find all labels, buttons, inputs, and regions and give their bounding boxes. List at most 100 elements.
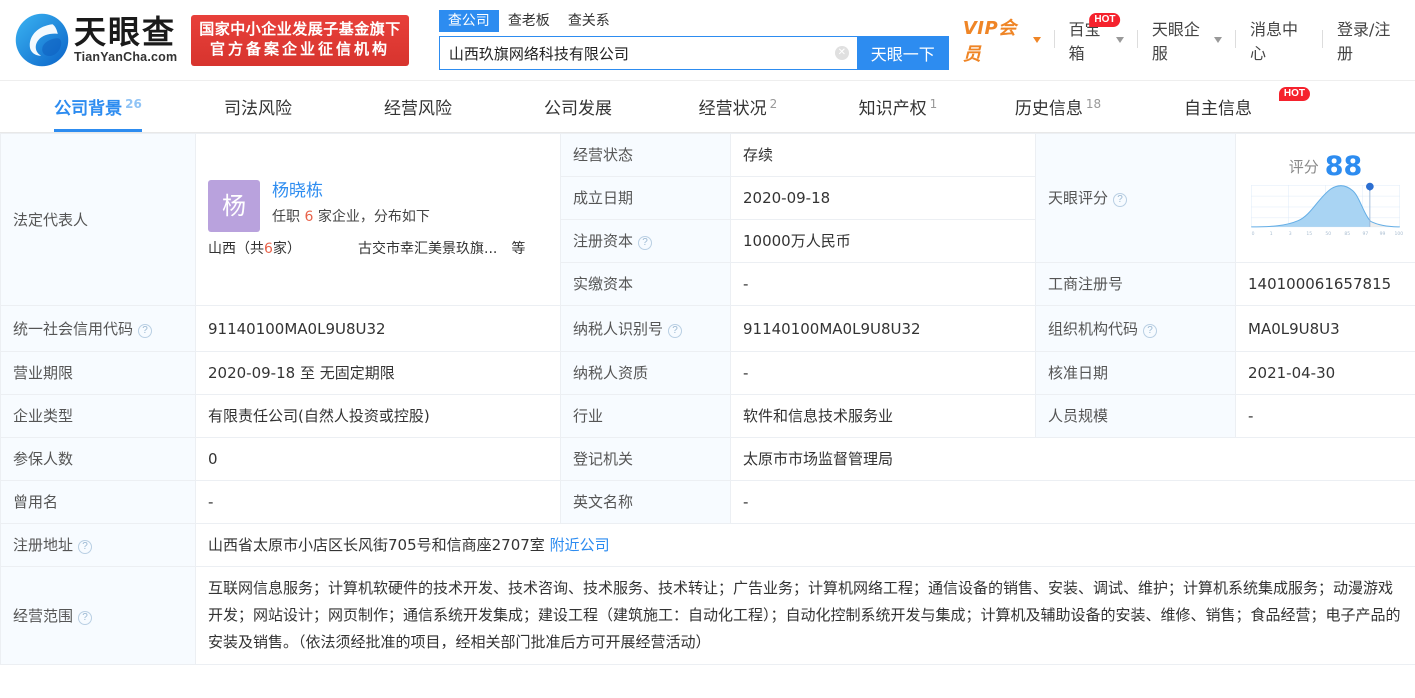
- tab-history-info[interactable]: 历史信息 18: [978, 81, 1138, 132]
- search-tabs: 查公司 查老板 查关系: [438, 10, 949, 32]
- legal-rep-province-count: 6: [264, 240, 273, 257]
- cell-business-term-label: 营业期限: [0, 351, 196, 395]
- svg-text:97: 97: [1362, 231, 1368, 237]
- legal-rep-company-name[interactable]: 古交市幸汇美景玖旗...: [358, 240, 498, 257]
- legal-rep-summary-prefix: 任职: [272, 208, 300, 225]
- cell-industry-label: 行业: [560, 394, 731, 438]
- cell-approval-date-value: 2021-04-30: [1235, 351, 1415, 395]
- search-input-wrap: ✕: [438, 36, 857, 70]
- help-icon[interactable]: ?: [1113, 193, 1128, 207]
- search-tab-relation[interactable]: 查关系: [567, 12, 610, 28]
- cell-business-scope-label: 经营范围?: [0, 566, 196, 665]
- score-header: 评分 88: [1244, 153, 1407, 180]
- tab-business-status[interactable]: 经营状况 2: [658, 81, 818, 132]
- tab-history-info-label: 历史信息: [1014, 99, 1083, 119]
- legal-rep-name[interactable]: 杨晓栋: [272, 180, 323, 201]
- cell-credit-code-label: 统一社会信用代码?: [0, 305, 196, 352]
- nav-item-toolbox[interactable]: HOT 百宝箱: [1055, 13, 1139, 63]
- search-tab-company[interactable]: 查公司: [438, 10, 499, 32]
- nav-item-services[interactable]: 天眼企服: [1138, 20, 1237, 63]
- tab-intellectual-property-label: 知识产权: [858, 99, 927, 119]
- tab-company-background-count: 26: [125, 97, 142, 111]
- cell-insured-count-value: 0: [195, 437, 561, 481]
- tab-operation-risk[interactable]: 经营风险: [338, 81, 498, 132]
- cell-staff-size-value: -: [1235, 394, 1415, 438]
- cell-taxpayer-qualification-label: 纳税人资质: [560, 351, 731, 395]
- cell-taxpayer-id-value: 91140100MA0L9U8U32: [730, 305, 1036, 352]
- score-widget: 评分 88: [1236, 152, 1415, 243]
- cell-registered-capital-label: 注册资本?: [560, 219, 731, 263]
- help-icon[interactable]: ?: [1143, 323, 1158, 338]
- help-icon[interactable]: ?: [138, 323, 153, 338]
- legal-rep-province-suffix: 家）: [272, 240, 301, 257]
- tab-operation-risk-label: 经营风险: [384, 99, 452, 119]
- tab-company-background[interactable]: 公司背景 26: [18, 81, 178, 132]
- svg-text:0: 0: [1252, 231, 1255, 237]
- legal-rep-province: 山西（共6家）: [208, 238, 358, 260]
- tab-business-status-count: 2: [769, 97, 778, 111]
- cell-business-status-value: 存续: [730, 133, 1036, 177]
- help-icon[interactable]: ?: [78, 610, 93, 625]
- tab-company-development[interactable]: 公司发展: [498, 81, 658, 132]
- cell-taxpayer-id-label-text: 纳税人识别号: [573, 319, 664, 338]
- logo[interactable]: 天眼查 TianYanCha.com: [14, 12, 177, 68]
- cell-english-name-value: -: [730, 480, 1415, 524]
- svg-text:85: 85: [1344, 231, 1350, 237]
- tab-intellectual-property[interactable]: 知识产权 1: [818, 81, 978, 132]
- nav-item-login[interactable]: 登录/注册: [1323, 20, 1415, 63]
- cell-business-scope-value: 互联网信息服务；计算机软硬件的技术开发、技术咨询、技术服务、技术转让；广告业务；…: [195, 566, 1415, 665]
- tab-self-info-label: 自主信息: [1184, 99, 1252, 119]
- cell-registration-no-value: 140100061657815: [1235, 262, 1415, 306]
- search-input[interactable]: [439, 44, 857, 62]
- cell-business-status-label: 经营状态: [560, 133, 731, 177]
- tab-judicial-risk[interactable]: 司法风险: [178, 81, 338, 132]
- cell-staff-size-label: 人员规模: [1035, 394, 1236, 438]
- nearby-companies-link[interactable]: 附近公司: [549, 536, 610, 554]
- table-row: 注册资本? 10000万人民币: [1, 219, 1415, 263]
- cell-registered-capital-value: 10000万人民币: [730, 219, 1036, 263]
- legal-rep-distribution: 山西（共6家） 古交市幸汇美景玖旗... 等: [208, 238, 548, 260]
- table-row: 注册地址? 山西省太原市小店区长风街705号和信商座2707室 附近公司: [0, 523, 1415, 567]
- search-tab-boss[interactable]: 查老板: [507, 12, 550, 28]
- legal-rep-summary-suffix: 家企业，分布如下: [317, 208, 430, 225]
- site-header: 天眼查 TianYanCha.com 国家中小企业发展子基金旗下 官方备案企业征…: [0, 0, 1415, 80]
- cell-company-type-label: 企业类型: [0, 394, 196, 438]
- help-icon[interactable]: ?: [638, 236, 653, 250]
- tab-company-background-label: 公司背景: [54, 99, 123, 119]
- svg-text:15: 15: [1306, 231, 1312, 237]
- score-caption: 评分: [1288, 158, 1319, 177]
- help-icon[interactable]: ?: [668, 323, 683, 338]
- chart-fill-area: [1251, 186, 1370, 228]
- nav-item-messages[interactable]: 消息中心: [1236, 20, 1324, 63]
- cell-registration-authority-value: 太原市市场监督管理局: [730, 437, 1415, 481]
- table-row: 成立日期 2020-09-18: [1, 176, 1415, 220]
- nav-item-messages-label: 消息中心: [1249, 20, 1298, 63]
- cell-taxpayer-qualification-value: -: [730, 351, 1036, 395]
- search-button[interactable]: 天眼一下: [856, 36, 949, 70]
- cell-score-chart: 评分 88: [1235, 133, 1415, 263]
- svg-text:99: 99: [1380, 231, 1386, 237]
- cell-paidin-capital-value: -: [730, 262, 1036, 306]
- search-row: ✕ 天眼一下: [438, 36, 949, 70]
- cell-legal-rep-label: 法定代表人: [0, 133, 196, 306]
- cell-approval-date-label: 核准日期: [1035, 351, 1236, 395]
- help-icon[interactable]: ?: [78, 540, 93, 554]
- nav-item-vip[interactable]: VIP会员: [949, 18, 1055, 65]
- cell-paidin-capital-label: 实缴资本: [560, 262, 731, 306]
- gov-fund-badge: 国家中小企业发展子基金旗下 官方备案企业征信机构: [191, 14, 409, 66]
- close-icon[interactable]: ✕: [834, 46, 849, 60]
- tab-company-development-label: 公司发展: [544, 99, 612, 119]
- tab-history-info-count: 18: [1085, 97, 1102, 111]
- cell-registration-authority-label: 登记机关: [560, 437, 731, 481]
- tab-self-info[interactable]: 自主信息 HOT: [1138, 81, 1310, 132]
- svg-text:1: 1: [1270, 231, 1273, 237]
- legal-rep-summary: 任职 6 家企业，分布如下: [272, 206, 430, 228]
- chevron-down-icon: [1213, 37, 1222, 43]
- cell-legal-rep-value: 杨 杨晓栋 任职 6 家企业，分布如下 山西（共6家） 古交市幸汇美景玖旗...…: [195, 133, 561, 306]
- svg-text:100: 100: [1395, 231, 1404, 237]
- cell-former-name-value: -: [195, 480, 561, 524]
- score-value: 88: [1324, 151, 1363, 183]
- table-row: 法定代表人 杨 杨晓栋 任职 6 家企业，分布如下 山西（共6家）: [0, 133, 1415, 306]
- section-tabs: 公司背景 26 司法风险 经营风险 公司发展 经营状况 2 知识产权 1 历史信…: [0, 80, 1415, 133]
- cell-registered-capital-label-text: 注册资本: [573, 232, 634, 250]
